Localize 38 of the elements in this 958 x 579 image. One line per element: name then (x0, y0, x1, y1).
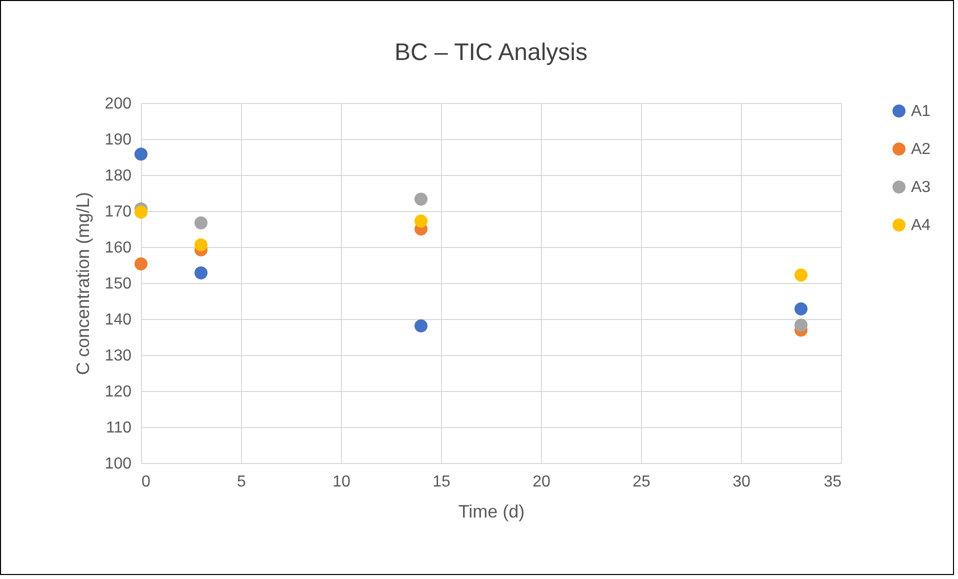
point (414, 214, 428, 228)
point (794, 302, 808, 316)
x-tick-label: 15 (432, 474, 450, 490)
y-tick-label: 120 (104, 384, 132, 400)
y-tick-label: 180 (104, 168, 132, 184)
legend-label: A3 (911, 179, 931, 196)
legend-label: A1 (911, 103, 931, 120)
x-axis-title: Time (d) (458, 502, 525, 522)
x-tick-label: 5 (237, 474, 246, 490)
x-tick-label: 10 (332, 474, 350, 490)
y-tick-label: 100 (104, 456, 132, 472)
point (794, 268, 808, 282)
point (194, 216, 208, 230)
point (194, 238, 208, 252)
y-tick-label: 140 (104, 312, 132, 328)
point (134, 148, 148, 161)
x-tick-label: 30 (732, 474, 750, 490)
point (414, 192, 428, 206)
point (134, 257, 148, 270)
y-tick-label: 190 (104, 132, 132, 148)
y-tick-label: 110 (106, 420, 132, 436)
y-tick-label: 150 (104, 276, 132, 292)
x-tick-label: 25 (632, 474, 650, 490)
y-tick-label: 170 (104, 204, 132, 220)
point (194, 266, 208, 280)
legend-label: A2 (911, 141, 931, 158)
x-tick-label: 0 (142, 474, 150, 490)
point (414, 319, 428, 332)
x-tick-label: 20 (532, 474, 550, 490)
y-tick-label: 160 (104, 240, 132, 256)
y-tick-label: 130 (104, 348, 132, 364)
point (794, 318, 808, 332)
point (134, 206, 148, 219)
legend-label: A4 (911, 217, 931, 234)
chart-title: BC – TIC Analysis (394, 39, 588, 66)
x-tick-label: 35 (824, 474, 842, 490)
y-tick-label: 200 (104, 96, 132, 112)
y-axis-title: C concentration (mg/L) (72, 192, 93, 376)
